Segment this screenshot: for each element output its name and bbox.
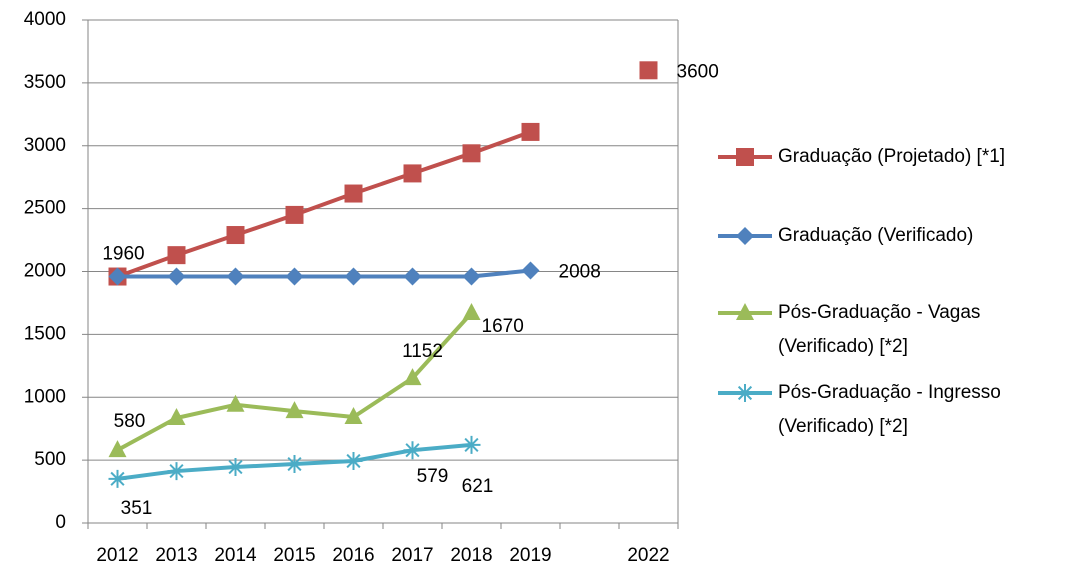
marker [736, 384, 754, 402]
marker [226, 458, 245, 477]
y-tick-label: 3000 [24, 135, 66, 156]
legend-entry: Graduação (Projetado) [*1] [718, 140, 1063, 174]
legend-label: Graduação (Projetado) [*1] [778, 146, 1006, 167]
marker [226, 226, 245, 245]
legend-swatch [718, 303, 772, 320]
y-tick-label: 0 [55, 512, 66, 533]
legend-entry: Graduação (Verificado) [718, 219, 1063, 253]
marker [285, 401, 304, 419]
marker [639, 61, 658, 80]
data-label: 3600 [677, 61, 719, 82]
series-line [117, 268, 531, 279]
marker [285, 267, 304, 286]
marker [344, 406, 363, 424]
marker [167, 407, 186, 425]
marker [403, 441, 422, 460]
x-tick-label: 2019 [509, 545, 551, 566]
legend-swatch [718, 384, 772, 402]
y-tick-label: 1000 [24, 386, 66, 407]
marker [344, 452, 363, 471]
marker [344, 267, 363, 286]
x-tick-label: 2016 [332, 545, 374, 566]
marker [167, 246, 186, 265]
y-tick-label: 2000 [24, 261, 66, 282]
legend-entry: Pós-Graduação - Ingresso (Verificado) [*… [718, 376, 1063, 444]
data-label: 351 [121, 498, 153, 519]
marker [108, 440, 127, 458]
x-tick-label: 2022 [627, 545, 669, 566]
marker [521, 122, 540, 141]
marker [462, 144, 481, 163]
y-tick-label: 1500 [24, 323, 66, 344]
y-tick-label: 3500 [24, 72, 66, 93]
legend-entry: Pós-Graduação - Vagas (Verificado) [*2] [718, 296, 1063, 364]
marker [736, 227, 754, 245]
marker [167, 267, 186, 286]
y-tick-label: 2500 [24, 198, 66, 219]
marker [167, 462, 186, 481]
marker [108, 469, 127, 488]
data-label: 621 [462, 476, 494, 497]
marker [736, 303, 754, 320]
data-label: 1960 [102, 244, 144, 265]
legend-label: Graduação (Verificado) [778, 225, 974, 246]
marker [285, 455, 304, 474]
y-tick-label: 500 [34, 449, 66, 470]
x-tick-label: 2014 [214, 545, 257, 566]
data-label: 2008 [559, 262, 601, 283]
data-label: 1670 [482, 316, 524, 337]
x-tick-label: 2015 [273, 545, 315, 566]
marker [462, 267, 481, 286]
marker [226, 267, 245, 286]
data-label: 1152 [402, 341, 443, 362]
marker [403, 368, 422, 386]
marker [344, 184, 363, 203]
x-tick-label: 2018 [450, 545, 492, 566]
marker [462, 302, 481, 320]
marker [403, 267, 422, 286]
marker [736, 148, 754, 166]
marker [462, 435, 481, 454]
x-tick-label: 2013 [155, 545, 197, 566]
data-label: 580 [114, 411, 146, 432]
marker [521, 261, 540, 280]
legend-swatch [718, 148, 772, 166]
series-line [116, 130, 532, 279]
marker [285, 205, 304, 224]
x-tick-label: 2012 [96, 545, 138, 566]
marker [108, 267, 127, 286]
marker [226, 394, 245, 412]
x-tick-label: 2017 [391, 545, 433, 566]
marker [403, 164, 422, 183]
legend-swatch [718, 227, 772, 245]
legend-label: Pós-Graduação - Ingresso (Verificado) [*… [778, 382, 1001, 437]
data-label: 579 [417, 466, 449, 487]
legend-label: Pós-Graduação - Vagas (Verificado) [*2] [778, 302, 981, 357]
y-tick-label: 4000 [24, 9, 66, 30]
